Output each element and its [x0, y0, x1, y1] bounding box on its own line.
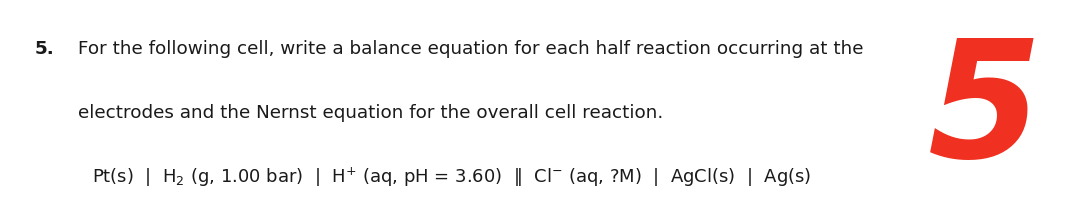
Text: electrodes and the Nernst equation for the overall cell reaction.: electrodes and the Nernst equation for t… — [78, 104, 663, 122]
Text: 5: 5 — [928, 33, 1042, 192]
Text: Pt(s)  $|$  H$_{\mathregular{2}}$ (g, 1.00 bar)  $|$  H$^{\mathregular{+}}$ (aq,: Pt(s) $|$ H$_{\mathregular{2}}$ (g, 1.00… — [92, 166, 811, 189]
Text: 5.: 5. — [35, 40, 54, 58]
Text: For the following cell, write a balance equation for each half reaction occurrin: For the following cell, write a balance … — [78, 40, 863, 58]
